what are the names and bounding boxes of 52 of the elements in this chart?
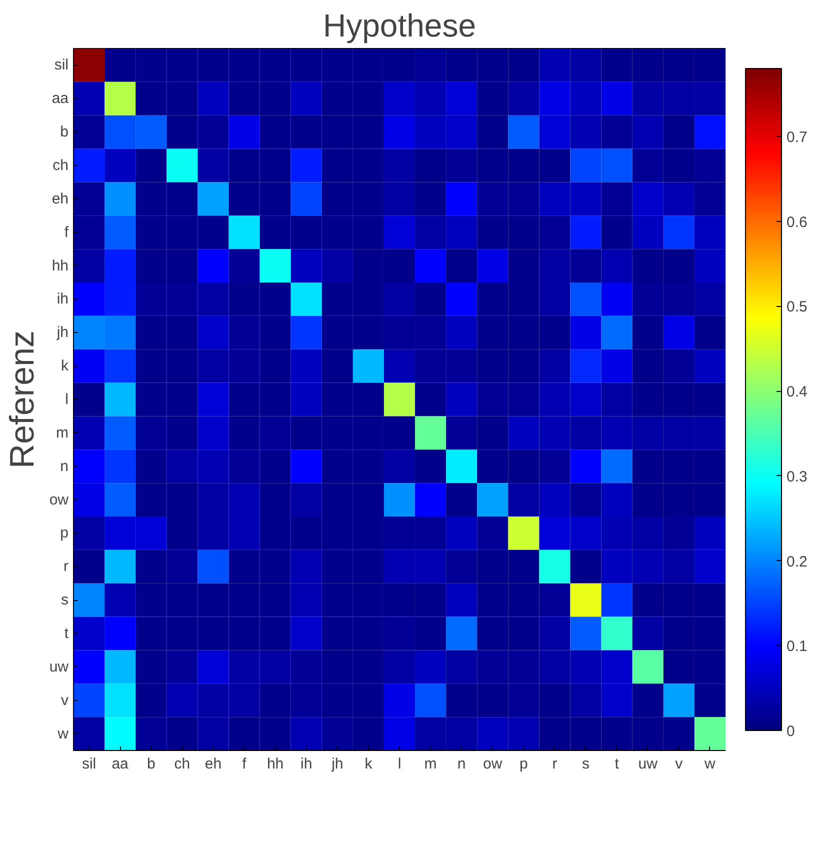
color-bar-label: 0.2 — [786, 553, 808, 570]
x-tick-label: v — [675, 756, 684, 772]
color-bar-label: 0.5 — [786, 298, 808, 316]
color-bar-label: 0.3 — [786, 468, 808, 486]
y-tick-label: ch — [52, 157, 68, 174]
y-axis-title: Referenz — [3, 330, 42, 468]
x-tick-label: s — [582, 756, 590, 772]
x-tick-label: k — [364, 756, 373, 772]
color-bar-label: 0.1 — [786, 638, 808, 656]
y-tick-label: b — [60, 124, 68, 141]
x-tick-label: sil — [82, 756, 96, 772]
y-tick-label: hh — [52, 257, 69, 274]
y-tick-label: n — [60, 458, 68, 475]
x-tick-label: p — [520, 756, 528, 772]
y-tick-label: f — [64, 224, 70, 241]
x-tick-label: r — [552, 756, 558, 772]
x-tick-label: b — [146, 756, 156, 772]
y-tick-label: uw — [49, 658, 69, 676]
color-bar-label: 0.7 — [786, 128, 808, 146]
x-tick-label: ch — [174, 756, 190, 772]
y-tick-label: sil — [54, 56, 69, 74]
chart-title: Hypothese — [323, 8, 476, 44]
color-bar-label: 0 — [786, 723, 795, 740]
y-tick-label: l — [65, 391, 69, 408]
y-tick-label: eh — [52, 190, 69, 208]
y-tick-label: k — [61, 358, 69, 375]
x-tick-label: jh — [330, 756, 344, 772]
y-tick-label: w — [56, 725, 69, 742]
x-tick-label: t — [614, 756, 620, 772]
x-tick-label: w — [704, 756, 716, 772]
x-tick-label: n — [457, 756, 466, 772]
color-bar-label: 0.6 — [786, 214, 808, 231]
y-tick-label: s — [61, 592, 68, 609]
x-tick-label: m — [424, 756, 437, 772]
y-tick-label: t — [64, 625, 70, 642]
x-tick-label: l — [398, 756, 402, 772]
x-tick-label: hh — [266, 756, 284, 772]
y-tick-label: r — [64, 558, 69, 576]
color-bar-label: 0.4 — [786, 384, 808, 401]
x-tick-label: f — [242, 756, 248, 772]
x-tick-label: ih — [300, 756, 312, 772]
x-tick-label: ow — [483, 756, 502, 772]
y-tick-label: p — [60, 524, 68, 542]
x-tick-label: uw — [638, 756, 658, 772]
y-tick-label: m — [56, 424, 69, 442]
x-tick-label: aa — [112, 756, 130, 772]
y-tick-label: v — [61, 692, 69, 709]
y-tick-label: aa — [52, 90, 70, 108]
y-tick-label: jh — [56, 324, 69, 342]
y-tick-label: ih — [56, 290, 69, 308]
x-tick-label: eh — [204, 756, 222, 772]
y-tick-label: ow — [49, 491, 69, 508]
